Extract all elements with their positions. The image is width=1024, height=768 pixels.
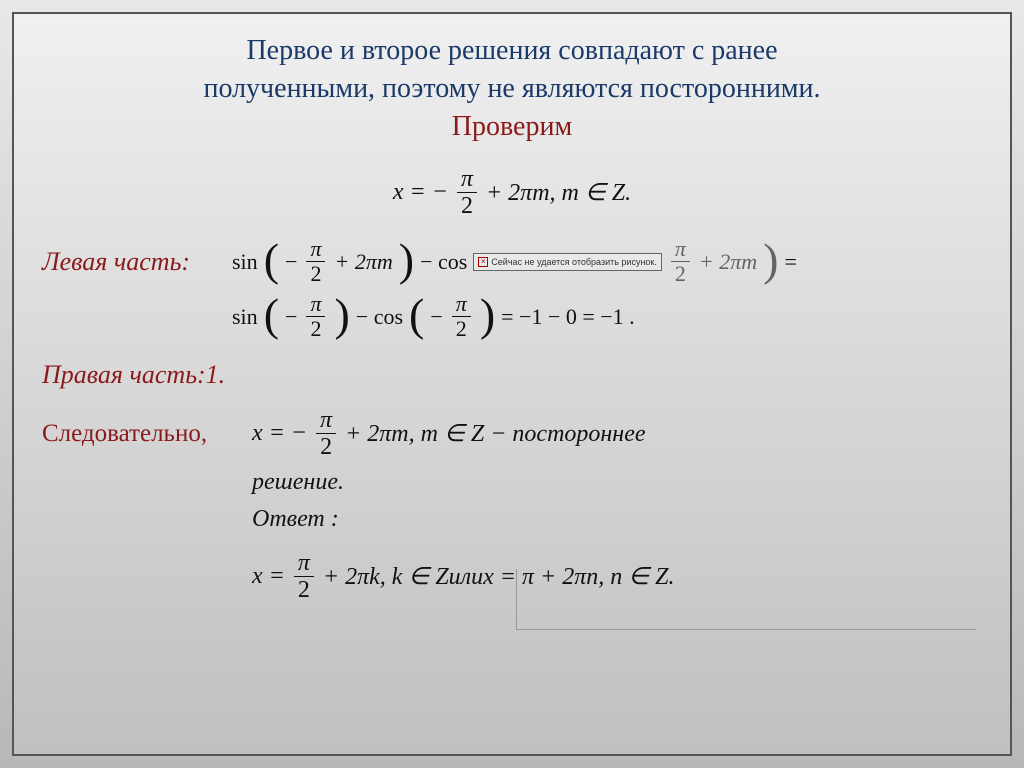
- left-part-label: Левая часть:: [42, 247, 232, 277]
- lp2-frac2: π 2: [452, 293, 471, 340]
- equation-1: x = − π 2 + 2πm, m ∈ Z.: [393, 167, 631, 218]
- right-part-row: Правая часть:1.: [42, 360, 982, 390]
- broken-image-placeholder: × Сейчас не удается отобразить рисунок.: [473, 253, 662, 271]
- eq1-den: 2: [457, 192, 477, 218]
- lp2-num2: π: [452, 293, 471, 316]
- ans-pre: x =: [252, 563, 285, 590]
- eq1-pre: x = −: [393, 179, 448, 206]
- eq4-pre: x = −: [252, 420, 307, 447]
- neg-3: −: [430, 304, 442, 330]
- lp1-num: π: [306, 238, 325, 261]
- eq1-post: + 2πm, m ∈ Z.: [486, 178, 631, 207]
- left-part-row-2: sin ( − π 2 ) − cos ( − π 2 ) = −1 − 0 =…: [42, 293, 982, 340]
- lp1-mid2: + 2πm: [699, 249, 757, 275]
- eq1-frac: π 2: [457, 167, 477, 218]
- sin-1: sin: [232, 249, 258, 275]
- equation-4: x = − π 2 + 2πm, m ∈ Z − постороннее: [252, 408, 646, 459]
- eq4-den: 2: [316, 433, 336, 459]
- lp1-den2: 2: [671, 261, 690, 285]
- title-line-2: полученными, поэтому не являются посторо…: [203, 73, 820, 104]
- ans-num: π: [294, 551, 314, 576]
- cos-1: − cos: [420, 249, 467, 275]
- guide-hline: [516, 629, 976, 630]
- left-part-formula-1: sin ( − π 2 + 2πm ) − cos × Сейчас не уд…: [232, 238, 797, 285]
- lp2-den2: 2: [452, 316, 471, 340]
- broken-text: Сейчас не удается отобразить рисунок.: [491, 257, 657, 267]
- therefore-row: Следовательно, x = − π 2 + 2πm, m ∈ Z − …: [42, 408, 982, 459]
- answer-formula: x = π 2 + 2πk, k ∈ Zилиx = π + 2πn, n ∈ …: [252, 551, 674, 602]
- left-part-formula-2: sin ( − π 2 ) − cos ( − π 2 ) = −1 − 0 =…: [232, 293, 635, 340]
- ans-post: + 2πk, k ∈ Zилиx = π + 2πn, n ∈ Z.: [323, 562, 675, 591]
- answer-row: x = π 2 + 2πk, k ∈ Zилиx = π + 2πn, n ∈ …: [42, 551, 982, 602]
- solution-row: решение.: [42, 469, 982, 496]
- title-line-1: Первое и второе решения совпадают с ране…: [246, 35, 777, 66]
- ans-den: 2: [294, 576, 314, 602]
- lp2-end: = −1 − 0 = −1 .: [501, 304, 635, 330]
- neg-1: −: [285, 249, 297, 275]
- eq4-frac: π 2: [316, 408, 336, 459]
- cos-2: − cos: [356, 304, 403, 330]
- lp1-frac: π 2: [306, 238, 325, 285]
- title-check: Проверим: [452, 111, 572, 142]
- lp2-num: π: [306, 293, 325, 316]
- therefore-label: Следовательно,: [42, 420, 252, 448]
- ans-frac: π 2: [294, 551, 314, 602]
- lp2-frac: π 2: [306, 293, 325, 340]
- right-part-label: Правая часть:1.: [42, 360, 225, 390]
- answer-word: Ответ :: [252, 506, 339, 533]
- eq4-num: π: [316, 408, 336, 433]
- lp1-mid: + 2πm: [334, 249, 392, 275]
- lp2-den: 2: [306, 316, 325, 340]
- slide-title: Первое и второе решения совпадают с ране…: [42, 32, 982, 145]
- eq1-num: π: [457, 167, 477, 192]
- lp1-den: 2: [306, 261, 325, 285]
- solution-word: решение.: [252, 469, 344, 496]
- lp1-end: =: [785, 249, 797, 275]
- slide-frame: Первое и второе решения совпадают с ране…: [12, 12, 1012, 756]
- eq4-post: + 2πm, m ∈ Z − постороннее: [345, 419, 645, 448]
- answer-label-row: Ответ :: [42, 506, 982, 533]
- sin-2: sin: [232, 304, 258, 330]
- left-part-row: Левая часть: sin ( − π 2 + 2πm ) − cos ×…: [42, 238, 982, 285]
- lp1-num2: π: [671, 238, 690, 261]
- lp1-frac2: π 2: [671, 238, 690, 285]
- broken-x-icon: ×: [478, 257, 488, 267]
- equation-1-row: x = − π 2 + 2πm, m ∈ Z.: [42, 167, 982, 218]
- guide-vline: [516, 569, 517, 629]
- neg-2: −: [285, 304, 297, 330]
